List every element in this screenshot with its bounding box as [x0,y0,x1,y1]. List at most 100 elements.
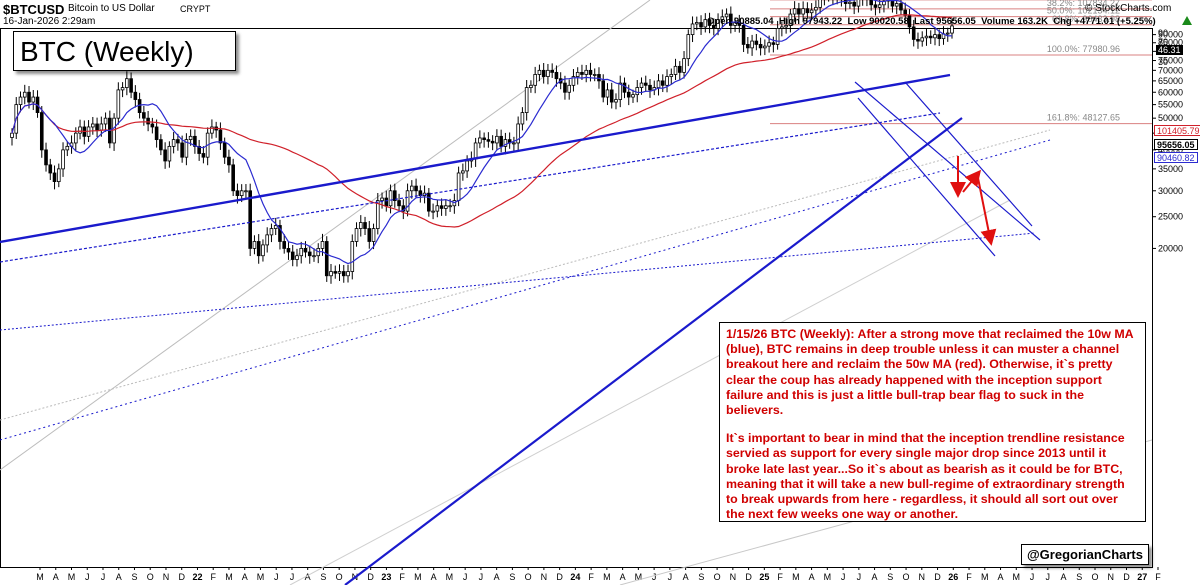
guide-line [0,0,651,471]
candle-body [911,26,916,40]
candle-body [388,190,393,207]
candle-body [180,142,184,158]
candle-body [750,40,754,49]
candle-body [699,22,703,28]
candle-body [677,65,682,73]
candle-body [601,80,606,98]
candle-body [546,69,550,77]
x-tick-label: J [1046,572,1051,582]
candle-body [116,89,121,119]
candle-body [805,8,810,14]
candle-body [563,82,567,93]
candle-body [473,142,478,160]
candle-body [341,271,346,277]
security-name: Bitcoin to US Dollar [68,3,155,14]
y-tick-label: 35000 [1158,164,1183,174]
candle-body [39,112,44,151]
candle-body [741,25,746,45]
candle-body [852,1,856,7]
candle-body [375,200,380,229]
candle-body [163,149,167,162]
x-tick-label: J [841,572,846,582]
candle-body [673,65,678,75]
candle-body [393,190,397,201]
symbol-label: $BTCUSD [3,2,65,17]
candle-body [869,0,873,6]
x-tick-label: M [635,572,643,582]
candle-body [405,190,410,212]
candle-body [763,45,767,49]
candle-body [52,172,57,183]
candle-body [461,170,465,174]
candle-body [614,99,618,103]
candle-body [231,164,235,192]
x-tick-label: S [320,572,326,582]
candle-body [758,44,763,49]
candle-body [648,84,652,91]
candle-body [239,190,244,197]
candle-body [571,76,576,86]
candle-body [605,89,610,98]
candle-body [120,87,125,91]
candle-body [482,137,486,141]
y-tick-label: 60000 [1158,87,1183,97]
x-tick-label: N [730,572,737,582]
candle-body [329,271,333,277]
chart-date: 16-Jan-2026 2:29am [3,16,96,27]
candle-body [159,139,163,151]
candle-body [516,123,520,144]
x-tick-label: J [1030,572,1035,582]
ohlc-readout: Open 90885.04 High 97943.22 Low 90020.58… [707,16,1156,27]
candle-body [235,190,240,197]
candle-body [265,234,270,246]
x-tick-label: N [163,572,170,582]
candle-body [337,271,342,274]
rsi-tick-70: 70 [1158,37,1169,47]
author-handle: @GregorianCharts [1021,544,1149,565]
x-tick-label: S [698,572,704,582]
x-tick-label: S [509,572,515,582]
candle-body [669,74,674,77]
dotted-channel-line [0,112,941,263]
candle-body [788,13,793,26]
y-tick-label: 55000 [1158,100,1183,110]
candle-body [303,248,308,253]
x-tick-label: A [116,572,122,582]
x-tick-label: F [1155,572,1161,582]
x-tick-label: D [1123,572,1130,582]
candle-body [295,255,299,260]
x-tick-label: M [824,572,832,582]
candle-body [248,190,252,249]
candle-body [631,94,635,98]
candle-body [397,200,401,207]
x-tick-label: D [556,572,563,582]
candle-body [435,205,440,212]
candle-body [176,139,180,144]
candle-body [384,197,389,207]
candle-body [541,69,546,77]
dotted-guide-line [0,129,1051,421]
candle-body [495,135,499,144]
x-tick-label: 24 [570,572,580,582]
candle-body [716,19,720,29]
x-tick-label: J [463,572,468,582]
candle-body [609,89,614,103]
candle-body [48,164,53,174]
candle-body [125,78,129,88]
candle-body [184,139,189,158]
candle-body [490,140,495,144]
candle-body [286,248,291,253]
chart-title: BTC (Weekly) [13,31,236,71]
candle-body [924,35,929,39]
y-tick-label: 85000 [1158,38,1183,48]
fib-level-label: 38.2%: 107834.27 [1047,0,1120,8]
dotted-lower-line [0,139,1051,441]
x-tick-label: A [431,572,437,582]
fib-level-label: 161.8%: 48127.65 [1047,113,1120,123]
x-tick-label: M [68,572,76,582]
candle-body [690,23,695,36]
candle-body [945,32,950,35]
candle-body [427,192,431,212]
candle-body [312,255,316,258]
